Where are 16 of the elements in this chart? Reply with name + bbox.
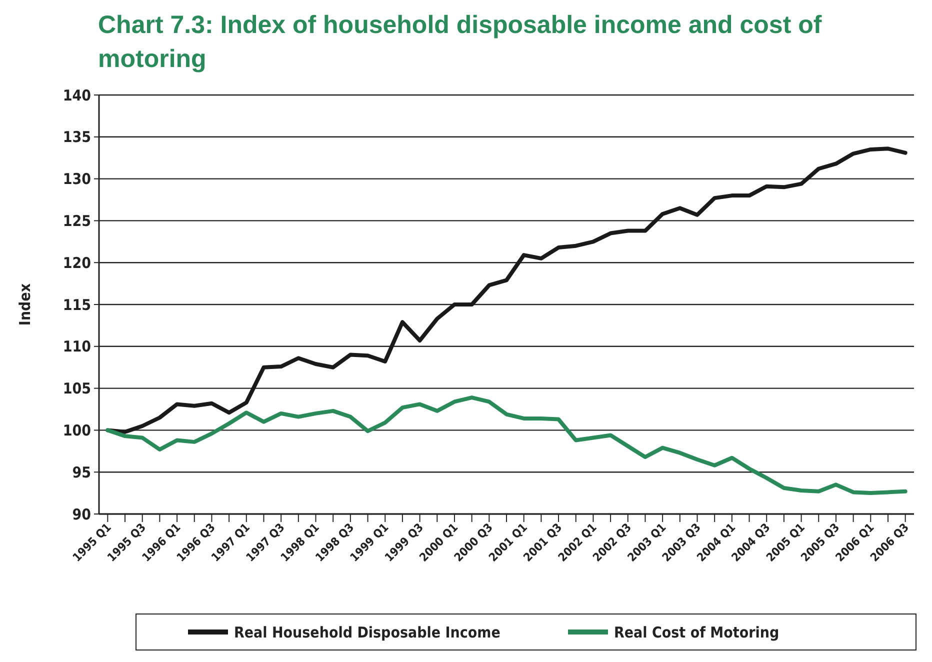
- legend-label: Real Household Disposable Income: [234, 623, 500, 642]
- y-tick-label: 120: [62, 254, 91, 272]
- legend-label: Real Cost of Motoring: [614, 623, 780, 642]
- y-tick-label: 130: [62, 170, 91, 188]
- y-tick-label: 125: [62, 212, 91, 230]
- y-tick-label: 90: [72, 505, 91, 524]
- chart-title: Chart 7.3: Index of household disposable income and cost of motoring: [98, 10, 823, 75]
- y-tick-label: 110: [62, 338, 91, 356]
- y-tick-label: 100: [62, 421, 91, 440]
- y-axis-title: Index: [16, 283, 34, 326]
- y-tick-label: 115: [62, 296, 91, 314]
- line-series: [106, 396, 908, 496]
- y-tick-label: 140: [62, 86, 91, 104]
- y-tick-label: 105: [62, 380, 91, 398]
- y-tick-label: 95: [72, 463, 91, 482]
- y-tick-label: 135: [62, 128, 91, 146]
